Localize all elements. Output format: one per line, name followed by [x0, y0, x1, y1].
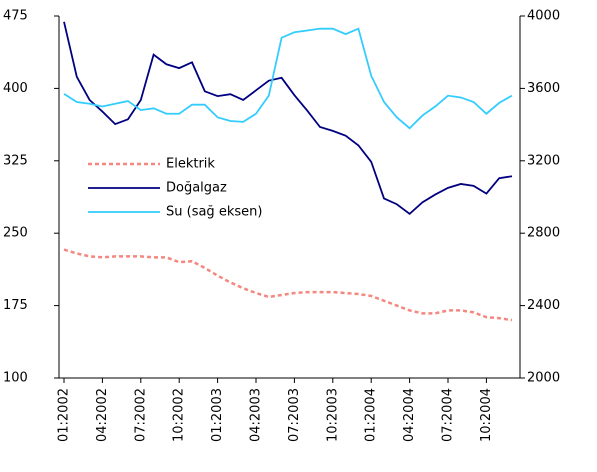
x-tick-label: 07:2003	[287, 388, 302, 442]
x-tick-label: 07:2004	[441, 388, 456, 442]
series-line	[63, 21, 513, 216]
x-tick-label: 10:2004	[479, 388, 494, 442]
y-tick-label: 175	[3, 298, 28, 313]
series-line	[63, 27, 513, 130]
y2-tick-label: 2000	[527, 371, 560, 386]
series-line	[63, 248, 513, 322]
x-tick-label: 10:2003	[325, 388, 340, 442]
y-tick-label: 325	[3, 153, 28, 168]
x-tick-label: 10:2002	[172, 388, 187, 442]
y2-tick-label: 2800	[527, 226, 560, 241]
x-tick-label: 01:2004	[364, 388, 379, 442]
y2-tick-label: 3200	[527, 153, 560, 168]
y-tick-label: 400	[3, 81, 28, 96]
y2-tick-label: 2400	[527, 298, 560, 313]
y-tick-label: 250	[3, 226, 28, 241]
legend-label: Su (sağ eksen)	[166, 205, 262, 220]
x-tick-label: 01:2002	[57, 388, 72, 442]
y-tick-label: 100	[3, 371, 28, 386]
x-tick-label: 04:2002	[95, 388, 110, 442]
x-tick-label: 01:2003	[210, 388, 225, 442]
y2-tick-label: 3600	[527, 81, 560, 96]
y-tick-label: 475	[3, 9, 28, 24]
x-tick-label: 04:2004	[402, 388, 417, 442]
x-tick-label: 04:2003	[249, 388, 264, 442]
legend-label: Elektrik	[166, 157, 215, 172]
legend-label: Doğalgaz	[166, 181, 227, 196]
x-tick-label: 07:2002	[133, 388, 148, 442]
y2-tick-label: 4000	[527, 9, 560, 24]
